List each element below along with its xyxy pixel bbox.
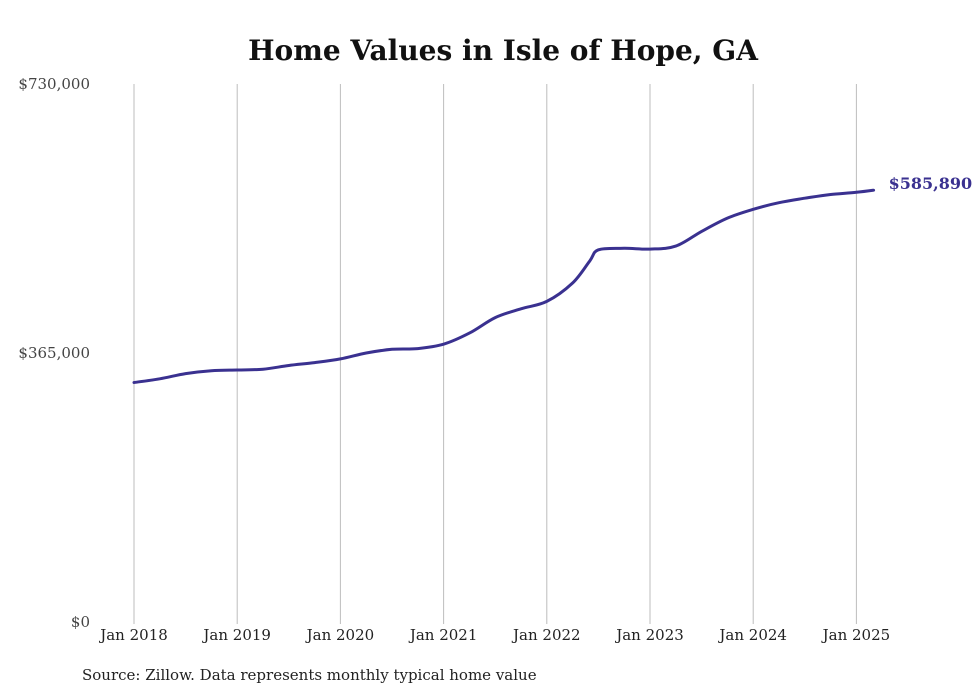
y-tick-label: $0 xyxy=(71,613,90,631)
x-axis-ticks: Jan 2018 Jan 2019 Jan 2020 Jan 2021 Jan 2022… xyxy=(98,626,890,644)
x-tick-label: Jan 2018 xyxy=(98,626,168,644)
x-tick-label: Jan 2023 xyxy=(614,626,684,644)
x-tick-label: Jan 2020 xyxy=(305,626,375,644)
x-tick-label: Jan 2021 xyxy=(408,626,478,644)
x-tick-label: Jan 2025 xyxy=(821,626,891,644)
y-axis-ticks: $0 $365,000 $730,000 xyxy=(18,75,90,631)
home-value-line xyxy=(132,188,876,384)
x-tick-label: Jan 2024 xyxy=(717,626,787,644)
gridlines xyxy=(133,84,857,624)
x-tick-label: Jan 2022 xyxy=(511,626,581,644)
source-note: Source: Zillow. Data represents monthly … xyxy=(82,666,537,684)
y-tick-label: $730,000 xyxy=(18,75,90,93)
chart-title: Home Values in Isle of Hope, GA xyxy=(248,34,759,67)
y-tick-label: $365,000 xyxy=(18,344,90,362)
x-tick-label: Jan 2019 xyxy=(201,626,271,644)
end-value-label: $585,890 xyxy=(889,174,973,193)
